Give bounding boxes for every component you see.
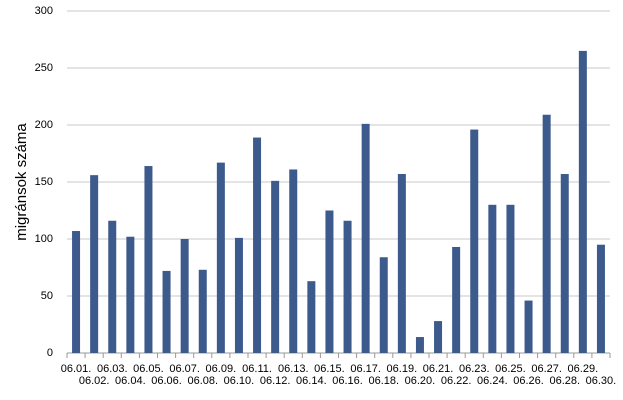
x-tick-label: 06.17.	[350, 363, 381, 375]
x-tick-label: 06.04.	[115, 375, 146, 387]
bar	[379, 257, 388, 353]
bar	[126, 236, 135, 353]
x-tick-label: 06.19.	[387, 363, 418, 375]
x-tick-label: 06.10.	[224, 375, 255, 387]
y-tick-label: 100	[35, 233, 53, 245]
bar	[90, 175, 99, 353]
y-tick-label: 150	[35, 176, 53, 188]
bar	[108, 220, 117, 353]
x-tick-label: 06.28.	[549, 375, 580, 387]
bar	[524, 300, 533, 353]
bar	[488, 204, 497, 353]
x-tick-label: 06.05.	[133, 363, 164, 375]
y-tick-label: 300	[35, 5, 53, 17]
bar	[470, 129, 479, 353]
bar	[361, 123, 370, 353]
x-tick-label: 06.08.	[187, 375, 218, 387]
bar	[144, 166, 153, 353]
x-tick-label: 06.25.	[495, 363, 526, 375]
x-tick-label: 06.12.	[260, 375, 291, 387]
y-tick-label: 200	[35, 119, 53, 131]
bar	[216, 162, 225, 353]
bar	[271, 180, 280, 353]
x-tick-label: 06.26.	[513, 375, 544, 387]
x-tick-label: 06.13.	[278, 363, 309, 375]
bar	[434, 321, 443, 353]
y-axis-label: migránsok száma	[13, 123, 30, 241]
bar	[72, 231, 81, 353]
bar	[307, 281, 316, 353]
bar	[578, 50, 587, 354]
y-tick-label: 250	[35, 62, 53, 74]
x-tick-label: 06.14.	[296, 375, 327, 387]
bar	[253, 137, 262, 353]
bar	[234, 237, 243, 353]
x-tick-label: 06.06.	[151, 375, 182, 387]
bar	[289, 169, 298, 353]
bar	[506, 204, 515, 353]
x-tick-label: 06.11.	[242, 363, 272, 375]
bar	[325, 210, 334, 353]
x-tick-label: 06.29.	[568, 363, 599, 375]
x-tick-label: 06.18.	[368, 375, 399, 387]
x-tick-label: 06.22.	[441, 375, 472, 387]
x-tick-label: 06.01.	[61, 363, 92, 375]
bar	[198, 269, 207, 353]
x-tick-label: 06.15.	[314, 363, 345, 375]
bar	[596, 244, 605, 353]
bar	[542, 114, 551, 354]
x-tick-label: 06.30.	[586, 375, 617, 387]
x-tick-label: 06.09.	[206, 363, 237, 375]
bar	[162, 270, 171, 353]
x-tick-label: 06.07.	[169, 363, 200, 375]
y-tick-label: 0	[47, 347, 53, 359]
bar	[343, 220, 352, 353]
bar	[397, 174, 406, 353]
bar	[180, 239, 189, 353]
x-tick-label: 06.16.	[332, 375, 363, 387]
bar	[452, 246, 461, 353]
x-tick-label: 06.20.	[405, 375, 436, 387]
x-tick-label: 06.02.	[79, 375, 110, 387]
y-tick-label: 50	[41, 290, 53, 302]
bar	[415, 337, 424, 353]
bar	[560, 174, 569, 353]
x-tick-label: 06.27.	[531, 363, 562, 375]
x-tick-label: 06.23.	[459, 363, 490, 375]
x-tick-label: 06.03.	[97, 363, 128, 375]
x-tick-label: 06.21.	[423, 363, 454, 375]
x-tick-label: 06.24.	[477, 375, 508, 387]
